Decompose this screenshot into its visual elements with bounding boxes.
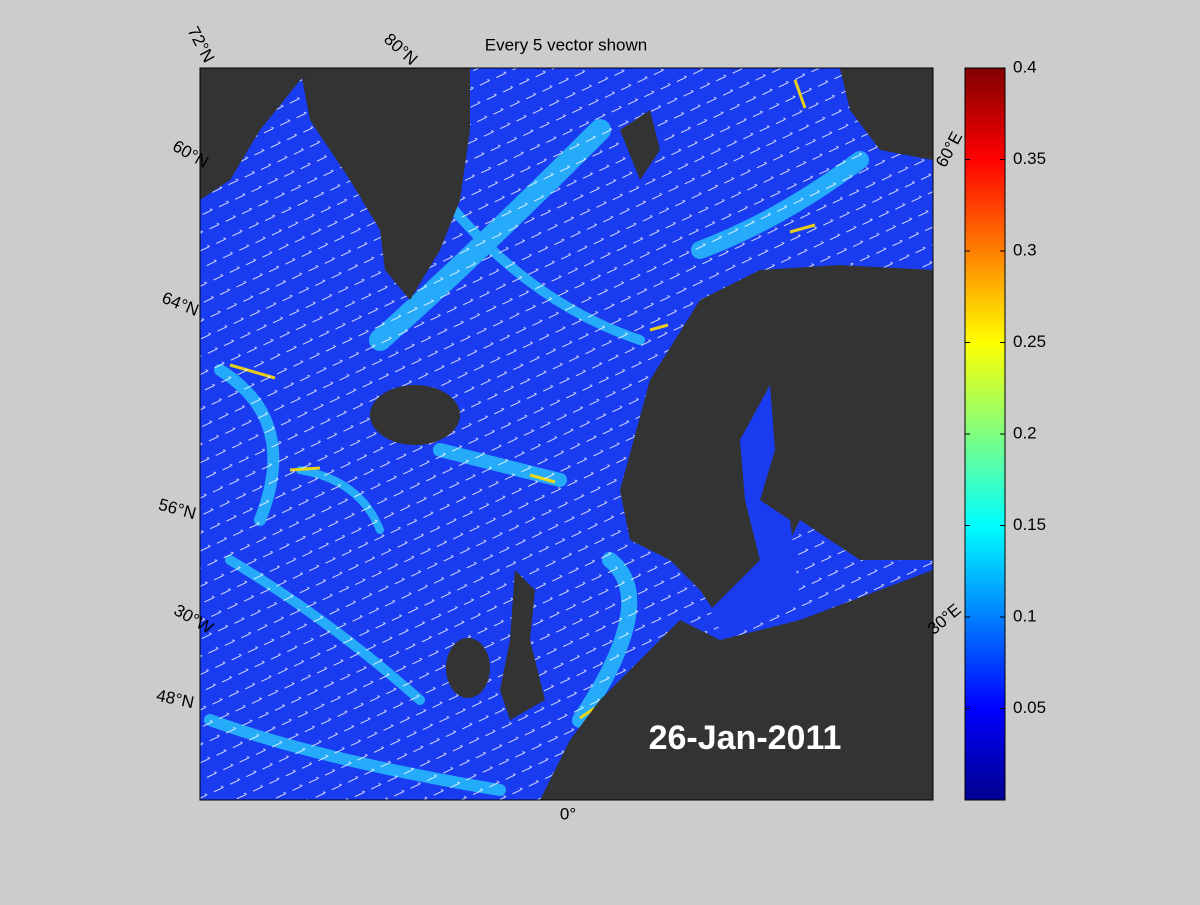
graticule-label: 80°N	[380, 29, 421, 69]
map-frame	[199, 67, 934, 801]
colorbar-tick-label: 0.05	[1013, 698, 1046, 717]
colorbar-tick-label: 0.1	[1013, 606, 1037, 625]
map	[200, 68, 933, 800]
land	[200, 68, 933, 800]
graticule-label: 48°N	[155, 686, 196, 712]
colorbar	[964, 67, 1006, 801]
colorbar-ticks: 0.05 0.1 0.15 0.2 0.25 0.3 0.35 0.4	[965, 57, 1046, 717]
graticule-label: 56°N	[156, 495, 198, 523]
title: Every 5 vector shown	[485, 35, 648, 54]
inland-seas	[710, 385, 800, 630]
colorbar-tick-label: 0.3	[1013, 240, 1037, 259]
colorbar-tick-label: 0.2	[1013, 423, 1037, 442]
graticule-label: 60°E	[932, 129, 966, 171]
colorbar-tick-label: 0.35	[1013, 149, 1046, 168]
colorbar-tick-label: 0.4	[1013, 57, 1037, 76]
graticule-label: 72°N	[184, 23, 219, 65]
date-label: 26-Jan-2011	[649, 719, 842, 757]
colorbar-tick-label: 0.25	[1013, 332, 1046, 351]
graticule-label: 64°N	[159, 288, 201, 320]
graticule-label: 0°	[560, 804, 576, 823]
colorbar-tick-label: 0.15	[1013, 515, 1046, 534]
